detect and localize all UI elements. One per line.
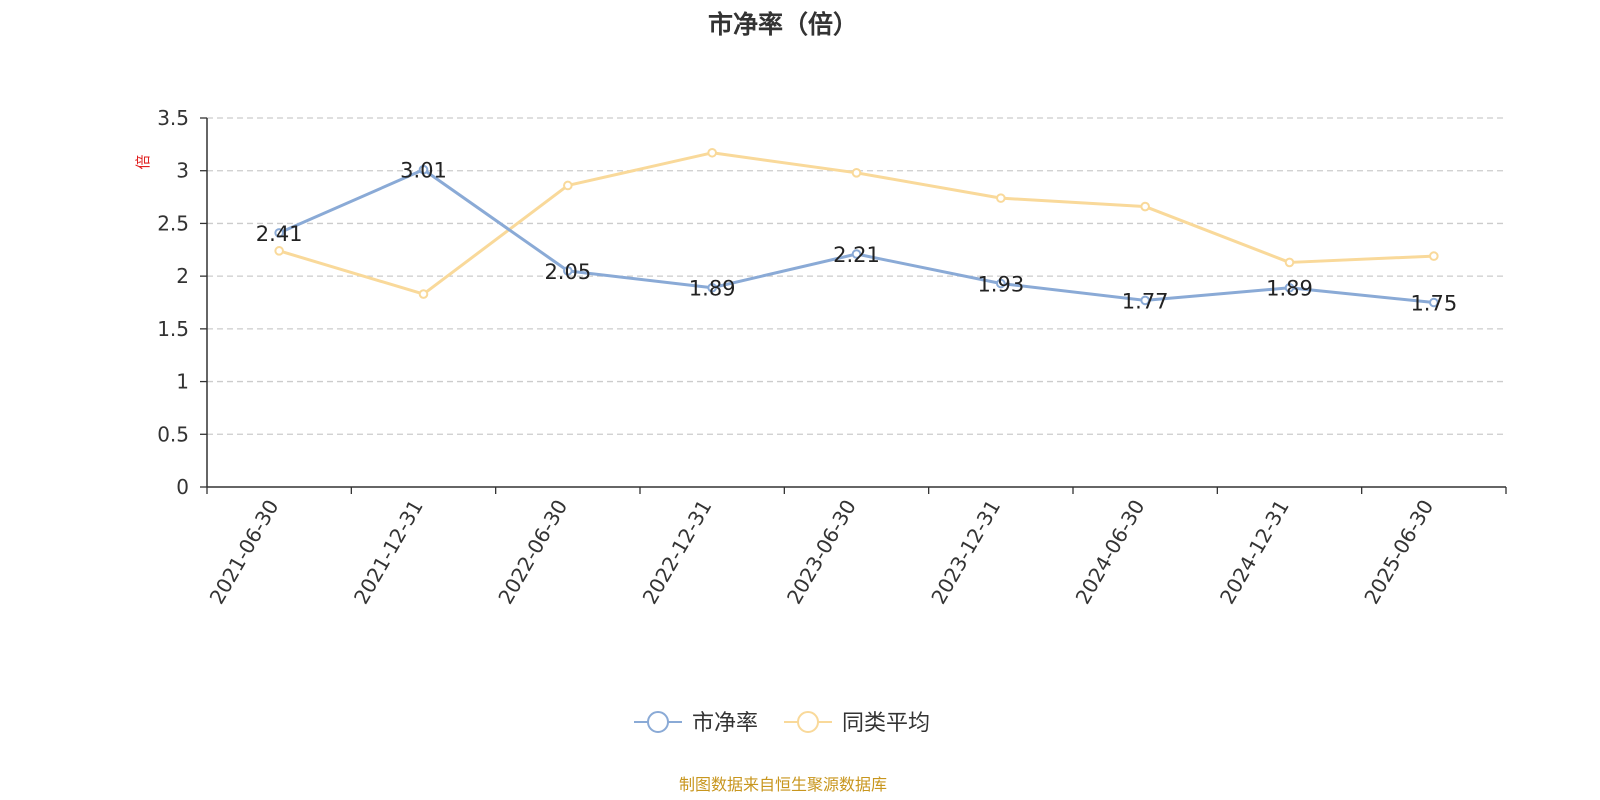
data-source-note: 制图数据来自恒生聚源数据库: [679, 775, 887, 794]
series-layer: [274, 147, 1439, 308]
axes: [200, 117, 1507, 494]
data-point-peer-average: [996, 193, 1006, 203]
x-tick-label: 2024-06-30: [1071, 496, 1150, 609]
x-tick-label: 2023-06-30: [782, 496, 861, 609]
data-point-pb-ratio: [563, 266, 573, 276]
data-point-pb-ratio: [274, 228, 284, 238]
data-point-peer-average: [1284, 257, 1295, 268]
y-tick-label: 3: [176, 159, 189, 183]
x-tick-label: 2021-06-30: [205, 496, 284, 609]
data-point-peer-average: [851, 168, 862, 178]
series-line-pb-ratio: [277, 168, 1436, 304]
data-label: 1.89: [689, 277, 736, 301]
data-point-peer-average: [563, 180, 573, 191]
y-axis-ticks: 0 0.5 1 1.5 2 2.5 3 3.5: [157, 106, 189, 499]
legend-item-peer-average[interactable]: 同类平均: [784, 711, 930, 736]
data-point-pb-ratio: [418, 164, 429, 175]
x-tick-label: 2024-12-31: [1215, 496, 1294, 609]
y-tick-label: 3.5: [157, 106, 189, 130]
data-point-peer-average: [418, 289, 429, 299]
y-tick-label: 2: [176, 264, 189, 288]
data-label: 1.93: [977, 273, 1024, 297]
y-tick-label: 1: [176, 370, 189, 394]
data-point-pb-ratio: [707, 282, 717, 293]
y-tick-label: 0: [176, 475, 189, 499]
data-point-pb-ratio: [996, 278, 1006, 289]
legend-circle-icon: [647, 711, 669, 733]
data-point-peer-average: [274, 246, 284, 256]
y-tick-label: 1.5: [157, 317, 189, 341]
data-labels: 2.41 3.01 2.05 1.89 2.21 1.93 1.77 1.89 1.75: [256, 159, 1457, 316]
y-tick-label: 2.5: [157, 211, 189, 235]
legend-label: 市净率: [692, 711, 758, 736]
x-tick-label: 2022-06-30: [493, 496, 572, 609]
data-point-pb-ratio: [1429, 297, 1439, 308]
x-tick-label: 2021-12-31: [349, 496, 428, 609]
legend[interactable]: 市净率 同类平均: [634, 711, 930, 736]
data-point-pb-ratio: [1284, 282, 1295, 293]
data-point-pb-ratio: [851, 249, 862, 259]
data-label: 2.21: [833, 243, 880, 267]
y-tick-label: 0.5: [157, 422, 189, 446]
data-point-peer-average: [1429, 251, 1439, 261]
y-axis-unit-label: 倍: [134, 154, 152, 169]
legend-circle-icon: [797, 711, 819, 733]
data-point-peer-average: [707, 147, 717, 158]
legend-label: 同类平均: [842, 711, 930, 736]
chart-title: 市净率（倍）: [708, 10, 858, 39]
x-tick-label: 2025-06-30: [1359, 496, 1438, 609]
data-label: 1.89: [1266, 277, 1313, 301]
x-axis-ticks: 2021-06-30 2021-12-31 2022-06-30 2022-12-31…: [205, 495, 1439, 608]
data-label: 2.41: [256, 222, 303, 246]
grid-lines: [207, 117, 1506, 435]
legend-item-pb-ratio[interactable]: 市净率: [634, 711, 758, 736]
data-label: 1.77: [1122, 289, 1169, 313]
data-label: 2.05: [544, 260, 591, 284]
data-label: 3.01: [400, 159, 447, 183]
x-tick-label: 2023-12-31: [926, 495, 1005, 608]
data-label: 1.75: [1410, 292, 1457, 316]
data-point-pb-ratio: [1140, 295, 1150, 306]
data-point-peer-average: [1140, 201, 1150, 212]
x-tick-label: 2022-12-31: [638, 496, 717, 609]
